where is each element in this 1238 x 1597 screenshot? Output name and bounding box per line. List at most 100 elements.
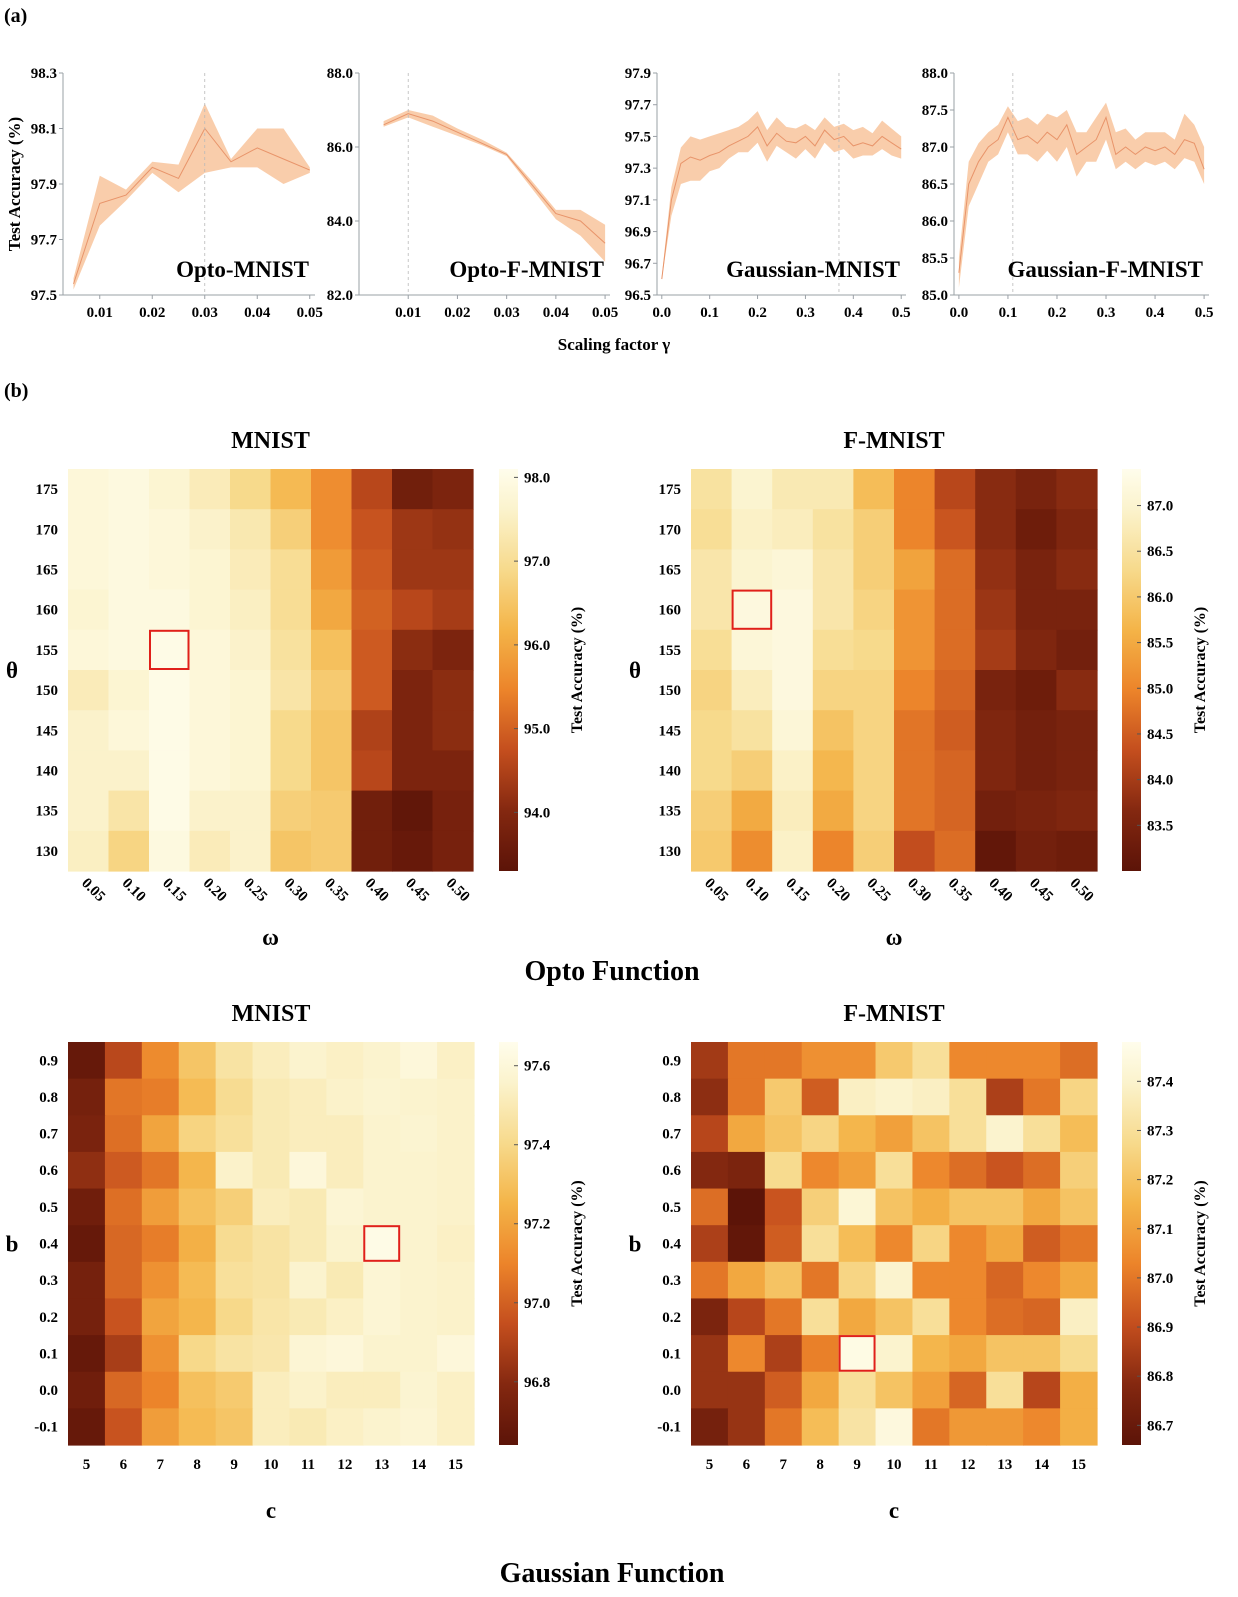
heatmap-cell: [764, 1261, 803, 1300]
y-tick-label: 0.9: [662, 1053, 681, 1069]
heatmap-cell: [1060, 1151, 1098, 1190]
heatmap-cell: [230, 549, 272, 591]
heatmap-cell: [68, 1042, 106, 1080]
heatmap-cell: [392, 710, 434, 751]
heatmap-cell: [894, 469, 936, 510]
heatmap-cell: [812, 670, 854, 711]
heatmap-cell: [772, 830, 814, 872]
heatmap-cell: [772, 629, 814, 671]
heatmap-cell: [392, 509, 434, 550]
heatmap-cell: [975, 469, 1017, 510]
heatmap-cell: [949, 1188, 987, 1226]
heatmap-cell: [934, 629, 976, 671]
heatmap-cell: [270, 790, 312, 832]
heatmap-cell: [178, 1298, 217, 1336]
heatmap-cell: [772, 589, 814, 631]
heatmap-cell: [691, 1115, 729, 1153]
heatmap-cell: [432, 830, 474, 872]
heatmap-cell: [351, 469, 393, 510]
heatmap-cell: [1056, 790, 1098, 832]
heatmap-cell: [311, 710, 353, 751]
heatmap-cell: [986, 1225, 1024, 1263]
y-tick-label: 96.7: [625, 256, 652, 272]
heatmap-cell: [912, 1408, 950, 1446]
heatmap-2: F-MNIST 0.05 0.10 0.15 0.20 0.25 0.30 0.35 0.40 0…: [629, 428, 1209, 950]
heatmap-cell: [437, 1151, 475, 1190]
heatmap-cell: [764, 1408, 803, 1446]
colorbar-label: Test Accuracy (%): [569, 607, 586, 734]
heatmap-cell: [727, 1151, 766, 1190]
heatmap-cell: [691, 1078, 729, 1116]
heatmap-cell: [351, 549, 393, 591]
x-tick-label: 0.01: [395, 305, 421, 321]
colorbar-tick-label: 97.4: [524, 1138, 551, 1154]
heatmap-cell: [812, 469, 854, 510]
colorbar-tick-label: 96.8: [524, 1375, 550, 1391]
heatmap-cell: [691, 1042, 729, 1080]
colorbar-label: Test Accuracy (%): [1192, 607, 1209, 734]
heatmap-cell: [691, 549, 733, 591]
y-tick-label: 0.3: [662, 1273, 681, 1289]
heatmap-cell: [764, 1225, 803, 1263]
heatmap-cell: [252, 1042, 291, 1080]
heatmap-cell: [1015, 830, 1057, 872]
mean-line: [958, 115, 1205, 273]
heatmap-cell: [934, 589, 976, 631]
heatmap-cell: [986, 1261, 1024, 1300]
heatmap-cell: [1056, 750, 1098, 792]
colorbar-tick-label: 97.6: [524, 1059, 551, 1075]
colorbar-tick-label: 83.5: [1147, 818, 1173, 834]
heatmap-cell: [1056, 549, 1098, 591]
y-tick-label: 97.7: [625, 98, 652, 114]
y-tick-label: 88.0: [922, 66, 948, 82]
heatmap-cell: [764, 1078, 803, 1116]
heatmap-cell: [949, 1298, 987, 1336]
heatmap-cell: [975, 549, 1017, 591]
heatmap-cell: [326, 1042, 364, 1080]
x-tick-label: 0.40: [362, 875, 392, 905]
line-chart-4: 0.0 0.1 0.2 0.3 0.4 0.5 85.0 85.5 86.0 86.5 87.0 87…: [922, 66, 1214, 321]
plots-layer: 0.01 0.02 0.03 0.04 0.0597.597.797.998.198.3…: [5, 66, 1213, 1523]
heatmap-cell: [392, 549, 434, 591]
heatmap-cell: [1056, 830, 1098, 872]
y-tick-label: 97.1: [625, 193, 651, 209]
heatmap-cell: [727, 1188, 766, 1226]
heatmap-cell: [731, 549, 773, 591]
heatmap-cell: [252, 1298, 291, 1336]
colorbar-tick-label: 98.0: [524, 470, 550, 486]
x-axis-label: c: [266, 1498, 276, 1523]
heatmap-cell: [1056, 629, 1098, 671]
heatmap-cell: [392, 589, 434, 631]
x-tick-label: 12: [960, 1457, 975, 1473]
line-chart-1: 0.01 0.02 0.03 0.04 0.05 97.5 97.7 97.9 98.1 98.3…: [5, 66, 323, 321]
colorbar-tick-label: 97.2: [524, 1217, 550, 1233]
heatmap-cell: [270, 830, 312, 872]
heatmap-cell: [68, 1225, 106, 1263]
heatmap-cell: [311, 790, 353, 832]
heatmap-cell: [252, 1151, 291, 1190]
heatmap-cell: [1056, 469, 1098, 510]
heatmap-cell: [731, 830, 773, 872]
heatmap-cell: [764, 1042, 803, 1080]
heatmap-cell: [875, 1371, 914, 1409]
colorbar-label: Test Accuracy (%): [569, 1180, 586, 1307]
heatmap-cell: [853, 589, 895, 631]
best-cell-highlight: [149, 629, 190, 670]
heatmap-cell: [230, 469, 272, 510]
heatmap-cell: [812, 549, 854, 591]
heatmap-title: MNIST: [232, 1001, 311, 1027]
heatmap-cell: [912, 1115, 950, 1153]
y-tick-label: 0.7: [662, 1127, 681, 1143]
heatmap-cell: [727, 1225, 766, 1263]
confidence-band: [73, 103, 310, 290]
heatmap-cell: [772, 469, 814, 510]
heatmap-cell: [68, 670, 110, 711]
heatmap-cell: [986, 1371, 1024, 1409]
heatmap-cell: [1015, 629, 1057, 671]
heatmap-cell: [149, 629, 191, 671]
heatmap-cell: [392, 670, 434, 711]
heatmap-cell: [986, 1298, 1024, 1336]
heatmap-cell: [875, 1261, 914, 1300]
heatmap-cell: [104, 1115, 143, 1153]
heatmap-cell: [149, 710, 191, 751]
